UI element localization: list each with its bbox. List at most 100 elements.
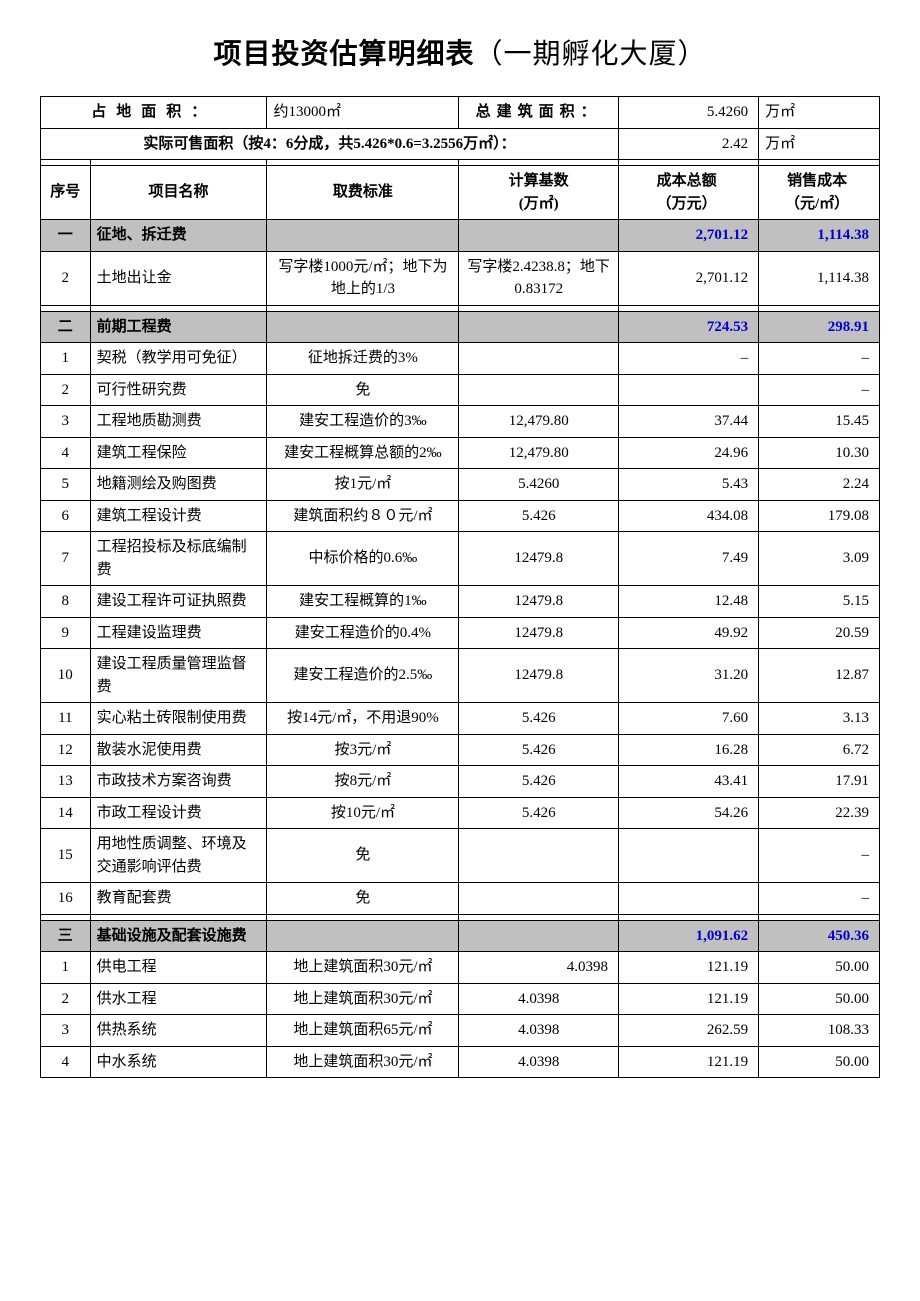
cell-unit: 179.08 [759,500,880,532]
cell-name: 中水系统 [90,1046,267,1078]
table-row: 4建筑工程保险建安工程概算总额的2‰12,479.8024.9610.30 [41,437,880,469]
cell-base: 12479.8 [459,649,619,703]
title-sub: （一期孵化大厦） [475,38,707,69]
table-row: 16教育配套费免– [41,883,880,915]
cell-no: 12 [41,734,91,766]
saleable-value: 2.42 [618,128,758,160]
cell-unit: 2.24 [759,469,880,501]
cell-base: 5.426 [459,703,619,735]
cell-std: 按10元/㎡ [267,797,459,829]
land-area-value: 约13000㎡ [267,97,459,129]
cell-name: 土地出让金 [90,251,267,305]
total-build-unit: 万㎡ [759,97,880,129]
cell-base: 4.0398 [459,983,619,1015]
land-area-label: 占地面积： [41,97,267,129]
table-row: 15用地性质调整、环境及交通影响评估费免– [41,829,880,883]
cell-name: 建设工程质量管理监督费 [90,649,267,703]
cell-no: 8 [41,586,91,618]
cell-unit: 22.39 [759,797,880,829]
cell-unit: 50.00 [759,983,880,1015]
cell-std: 建筑面积约８０元/㎡ [267,500,459,532]
cell-total [618,883,758,915]
cell-total: 49.92 [618,617,758,649]
cell-unit: – [759,829,880,883]
cell-no: 2 [41,983,91,1015]
cell-base: 写字楼2.4238.8；地下0.83172 [459,251,619,305]
cell-name: 实心粘土砖限制使用费 [90,703,267,735]
cell-name: 市政技术方案咨询费 [90,766,267,798]
table-row: 6建筑工程设计费建筑面积约８０元/㎡5.426434.08179.08 [41,500,880,532]
cell-name: 工程地质勘测费 [90,406,267,438]
cell-total: 7.49 [618,532,758,586]
table-row: 2土地出让金写字楼1000元/㎡；地下为地上的1/3写字楼2.4238.8；地下… [41,251,880,305]
cell-base: 12,479.80 [459,437,619,469]
cell-std: 按8元/㎡ [267,766,459,798]
cell-total: 43.41 [618,766,758,798]
column-header-row: 序号 项目名称 取费标准 计算基数(万㎡) 成本总额（万元） 销售成本（元/㎡） [41,166,880,220]
cell-base: 12,479.80 [459,406,619,438]
cell-unit: – [759,374,880,406]
cell-base: 4.0398 [459,1015,619,1047]
table-row: 2供水工程地上建筑面积30元/㎡4.0398121.1950.00 [41,983,880,1015]
section-row: 三基础设施及配套设施费1,091.62450.36 [41,920,880,952]
section-total: 724.53 [618,311,758,343]
table-row: 8建设工程许可证执照费建安工程概算的1‰12479.812.485.15 [41,586,880,618]
section-name: 征地、拆迁费 [90,220,267,252]
section-base [459,311,619,343]
cell-total: 54.26 [618,797,758,829]
cell-total: – [618,343,758,375]
cell-unit: 15.45 [759,406,880,438]
info-row-1: 占地面积： 约13000㎡ 总建筑面积： 5.4260 万㎡ [41,97,880,129]
cell-base [459,883,619,915]
table-row: 3工程地质勘测费建安工程造价的3‰12,479.8037.4415.45 [41,406,880,438]
cell-total: 37.44 [618,406,758,438]
cell-no: 16 [41,883,91,915]
cell-name: 建筑工程设计费 [90,500,267,532]
col-base: 计算基数(万㎡) [459,166,619,220]
table-row: 10建设工程质量管理监督费建安工程造价的2.5‰12479.831.2012.8… [41,649,880,703]
cell-name: 用地性质调整、环境及交通影响评估费 [90,829,267,883]
cell-std: 免 [267,374,459,406]
cell-std: 地上建筑面积30元/㎡ [267,983,459,1015]
cell-total: 7.60 [618,703,758,735]
cell-unit: 5.15 [759,586,880,618]
cell-std: 写字楼1000元/㎡；地下为地上的1/3 [267,251,459,305]
cell-total: 5.43 [618,469,758,501]
cell-name: 工程建设监理费 [90,617,267,649]
cell-std: 按1元/㎡ [267,469,459,501]
table-row: 7工程招投标及标底编制费中标价格的0.6‰12479.87.493.09 [41,532,880,586]
cell-name: 供电工程 [90,952,267,984]
table-row: 1供电工程地上建筑面积30元/㎡4.0398121.1950.00 [41,952,880,984]
cell-std: 建安工程造价的3‰ [267,406,459,438]
section-unit: 450.36 [759,920,880,952]
cell-no: 3 [41,406,91,438]
cell-name: 契税（教学用可免征） [90,343,267,375]
cell-std: 建安工程造价的2.5‰ [267,649,459,703]
cell-std: 按3元/㎡ [267,734,459,766]
col-name: 项目名称 [90,166,267,220]
cell-name: 散装水泥使用费 [90,734,267,766]
section-name: 前期工程费 [90,311,267,343]
cell-no: 15 [41,829,91,883]
table-row: 4中水系统地上建筑面积30元/㎡4.0398121.1950.00 [41,1046,880,1078]
cell-std: 按14元/㎡，不用退90% [267,703,459,735]
saleable-unit: 万㎡ [759,128,880,160]
cell-name: 建筑工程保险 [90,437,267,469]
cell-std: 地上建筑面积30元/㎡ [267,952,459,984]
section-std [267,220,459,252]
cell-base: 4.0398 [459,952,619,984]
cell-base: 5.4260 [459,469,619,501]
cell-no: 14 [41,797,91,829]
cell-base [459,829,619,883]
cell-total [618,829,758,883]
section-total: 1,091.62 [618,920,758,952]
cell-base [459,343,619,375]
table-row: 12散装水泥使用费按3元/㎡5.42616.286.72 [41,734,880,766]
cell-no: 1 [41,343,91,375]
cell-total: 12.48 [618,586,758,618]
table-row: 3供热系统地上建筑面积65元/㎡4.0398262.59108.33 [41,1015,880,1047]
cell-name: 工程招投标及标底编制费 [90,532,267,586]
cell-unit: 12.87 [759,649,880,703]
cell-total: 121.19 [618,1046,758,1078]
cell-no: 2 [41,374,91,406]
